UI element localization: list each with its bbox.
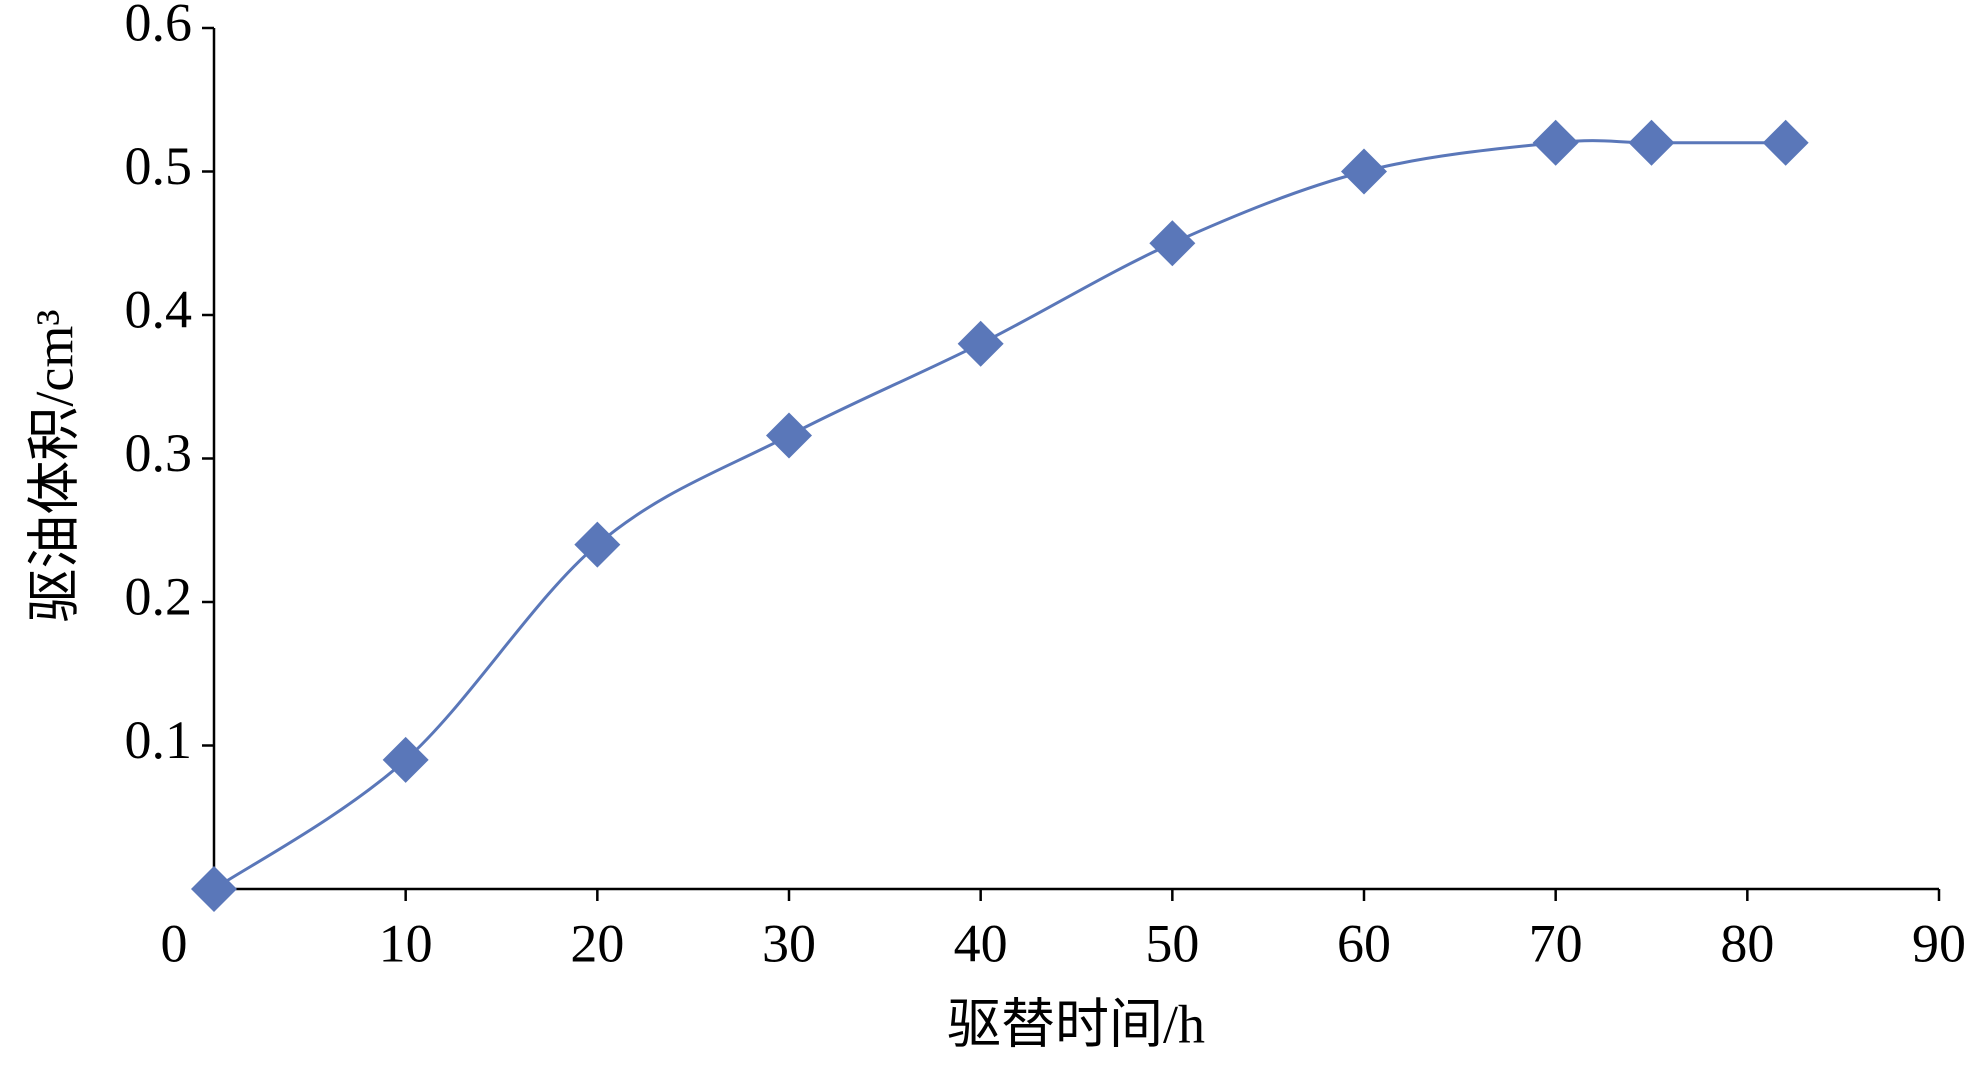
x-tick-label: 70 bbox=[1529, 913, 1583, 973]
data-point bbox=[1341, 148, 1387, 195]
y-tick-label: 0.6 bbox=[125, 0, 193, 52]
data-point bbox=[1628, 119, 1675, 166]
x-tick-label: 10 bbox=[379, 913, 433, 973]
x-tick-label: 60 bbox=[1337, 913, 1391, 973]
x-tick-label: 20 bbox=[570, 913, 624, 973]
x-tick-label: 50 bbox=[1145, 913, 1199, 973]
x-axis-title: 驱替时间/h bbox=[947, 994, 1205, 1054]
x-tick-label: 80 bbox=[1720, 913, 1774, 973]
data-point bbox=[382, 736, 429, 783]
y-tick-label: 0.5 bbox=[125, 136, 193, 196]
data-point bbox=[1149, 220, 1196, 267]
y-tick-label: 0.3 bbox=[125, 423, 193, 483]
data-point bbox=[1762, 119, 1809, 166]
data-point bbox=[766, 412, 812, 459]
data-point bbox=[957, 320, 1004, 367]
y-axis-title: 驱油体积/cm³ bbox=[24, 309, 84, 622]
data-point bbox=[1532, 119, 1579, 166]
data-point bbox=[191, 866, 237, 912]
y-tick-label: 0.4 bbox=[125, 279, 193, 339]
x-tick-label: 30 bbox=[762, 913, 816, 973]
y-tick-label: 0.2 bbox=[125, 566, 193, 626]
data-point bbox=[574, 521, 621, 568]
data-line bbox=[213, 139, 1786, 891]
x-tick-label: 0 bbox=[161, 913, 188, 973]
x-tick-label: 90 bbox=[1912, 913, 1966, 973]
x-tick-label: 40 bbox=[954, 913, 1008, 973]
y-tick-label: 0.1 bbox=[125, 710, 193, 770]
